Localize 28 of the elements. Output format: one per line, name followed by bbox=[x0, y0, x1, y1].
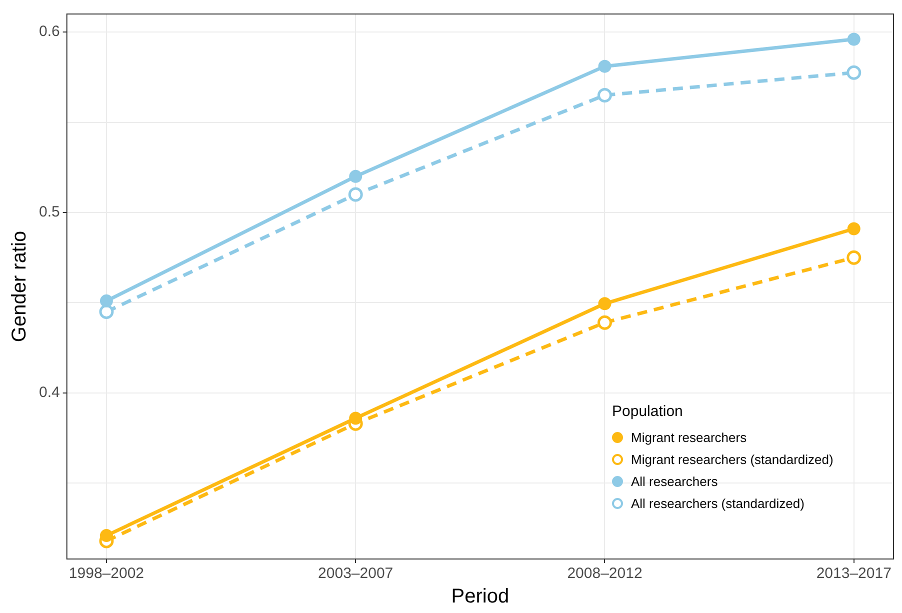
point bbox=[99, 304, 114, 320]
y-tick-label: 0.4 bbox=[38, 384, 60, 402]
point bbox=[847, 222, 860, 236]
legend-label: Migrant researchers (standardized) bbox=[631, 452, 834, 466]
point bbox=[598, 297, 612, 310]
x-tick-label: 2003–2007 bbox=[318, 565, 394, 582]
point bbox=[597, 315, 612, 330]
x-axis-title: Period bbox=[451, 586, 510, 608]
x-tick-label: 2008–2012 bbox=[567, 565, 642, 582]
point bbox=[100, 529, 113, 542]
legend-label: All researchers (standardized) bbox=[631, 496, 804, 510]
point bbox=[349, 170, 362, 183]
point bbox=[348, 187, 363, 202]
point bbox=[846, 250, 862, 265]
point bbox=[597, 88, 612, 102]
x-tick-label: 2013–2017 bbox=[816, 565, 892, 582]
legend-label: All researchers bbox=[631, 474, 718, 488]
legend-title: Population bbox=[612, 403, 684, 420]
legend-label: Migrant researchers bbox=[631, 430, 747, 444]
point bbox=[847, 32, 860, 46]
point bbox=[598, 60, 612, 73]
x-tick-label: 1998–2002 bbox=[68, 565, 144, 582]
y-tick-label: 0.6 bbox=[38, 23, 60, 40]
point bbox=[846, 65, 862, 80]
y-axis-title: Gender ratio bbox=[8, 230, 31, 342]
point bbox=[100, 294, 113, 308]
point bbox=[349, 412, 362, 425]
y-tick-label: 0.5 bbox=[38, 204, 60, 221]
